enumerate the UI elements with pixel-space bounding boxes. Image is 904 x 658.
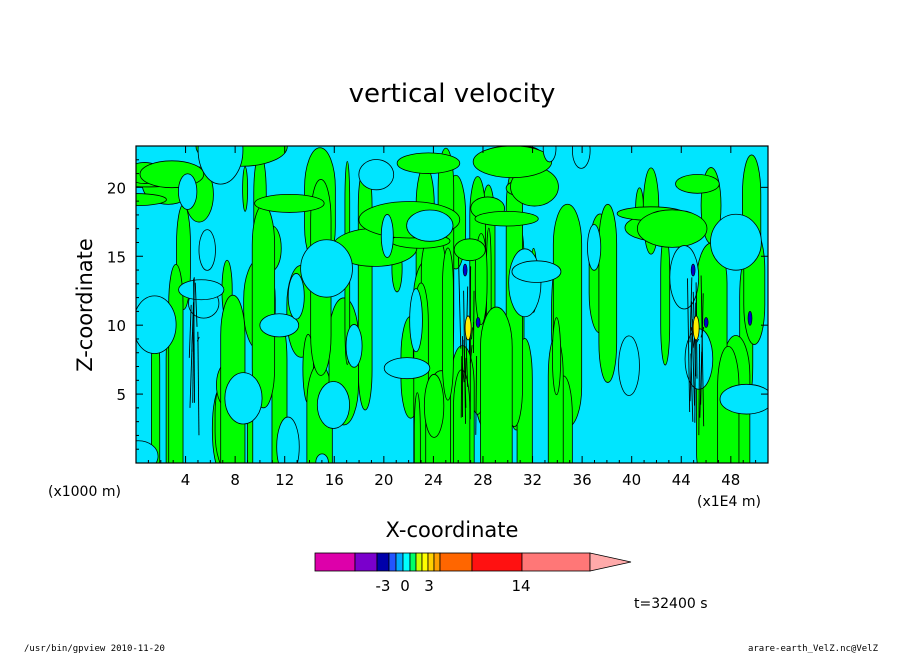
positive-region [480,307,512,529]
core-contour [473,291,474,353]
positive-region [397,153,460,174]
footer-right: arare-earth_VelZ.nc@VelZ [748,644,879,654]
negative-region [572,133,590,169]
x-tick-label: 16 [325,471,344,489]
colorbar-segment [422,553,428,571]
y-tick-label: 5 [116,386,126,404]
positive-region [424,374,443,437]
positive-region [637,210,707,248]
x-tick-label: 12 [275,471,294,489]
core-contour [461,356,462,418]
negative-region [277,417,300,476]
positive-region [358,166,372,410]
negative-region [119,441,158,472]
positive-region [718,346,739,542]
x-axis-title: X-coordinate [386,518,519,542]
colorbar-segment [428,553,434,571]
footer-left: /usr/bin/gpview 2010-11-20 [24,644,165,654]
colorbar-label: 14 [511,577,530,595]
positive-region [661,233,670,365]
x-tick-label: 32 [523,471,542,489]
colorbar [315,553,631,571]
colorbar-segment [389,553,396,571]
negative-region [317,381,349,428]
colorbar-segment [403,553,410,571]
x-unit-right: (x1E4 m) [697,494,761,510]
strong-downdraft [476,317,480,327]
negative-region [720,384,773,414]
colorbar-segment [416,553,422,571]
colorbar-segment [522,553,590,571]
time-label: t=32400 s [634,596,708,612]
core-contour [691,327,692,331]
negative-region [512,261,561,283]
negative-region [384,358,430,379]
negative-region [587,225,600,271]
strong-downdraft [748,311,752,325]
strong-downdraft [691,264,695,276]
negative-region [346,324,362,367]
x-tick-label: 28 [473,471,492,489]
colorbar-segment [396,553,403,571]
strong-updraft [693,316,699,340]
positive-region [599,204,617,382]
colorbar-segment [434,553,440,571]
negative-region [619,336,640,396]
negative-region [407,210,453,241]
x-tick-label: 24 [424,471,443,489]
colorbar-arrow [590,553,631,571]
chart-title: vertical velocity [349,79,556,109]
positive-region [473,146,552,178]
x-tick-label: 36 [573,471,592,489]
core-contour [465,358,466,379]
negative-region [381,214,393,257]
negative-region [543,135,556,162]
y-axis-title: Z-coordinate [73,238,97,372]
positive-region [552,318,560,395]
x-tick-label: 4 [181,471,191,489]
positive-region [442,248,453,400]
y-tick-label: 20 [107,179,126,197]
y-tick-label: 15 [107,248,126,266]
negative-region [288,273,304,319]
strong-downdraft [463,264,467,276]
colorbar-segment [377,553,389,571]
positive-region [252,205,274,408]
negative-region [711,214,762,270]
colorbar-segment [472,553,522,571]
negative-region [301,240,353,297]
x-tick-label: 40 [622,471,641,489]
colorbar-label: -3 [376,577,391,595]
colorbar-segment [355,553,377,571]
positive-region [243,167,248,212]
negative-region [225,373,262,424]
negative-region [670,246,699,309]
positive-region [475,211,538,226]
x-tick-label: 48 [721,471,740,489]
negative-region [179,280,224,300]
colorbar-label: 0 [400,577,410,595]
negative-region [359,160,394,190]
negative-region [198,116,243,184]
colorbar-label: 3 [424,577,434,595]
positive-region [675,174,719,193]
strong-downdraft [704,317,708,327]
positive-region [255,194,325,212]
x-tick-label: 8 [230,471,240,489]
colorbar-segment [440,553,472,571]
strong-updraft [465,316,471,340]
y-tick-label: 10 [107,317,126,335]
x-tick-label: 44 [672,471,691,489]
positive-region [151,325,159,518]
negative-region [410,289,423,352]
x-tick-label: 20 [374,471,393,489]
x-unit-left: (x1000 m) [48,484,121,500]
negative-region [178,174,196,210]
colorbar-segment [315,553,355,571]
negative-region [199,230,215,271]
colorbar-segment [410,553,416,571]
